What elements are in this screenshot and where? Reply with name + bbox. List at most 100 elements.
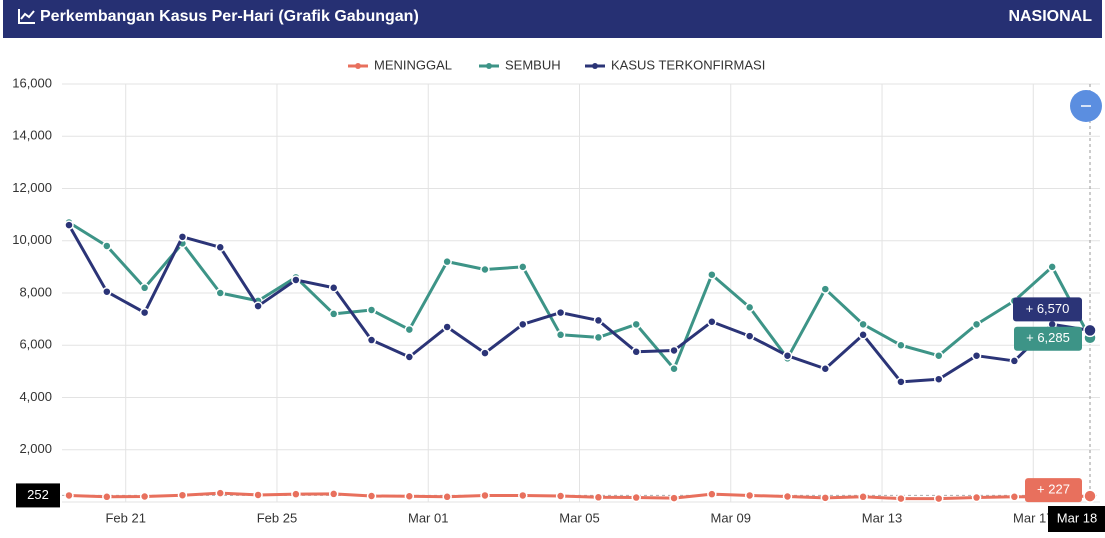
- data-point[interactable]: [858, 330, 868, 340]
- data-point[interactable]: [366, 305, 377, 315]
- data-point[interactable]: [971, 350, 982, 361]
- data-point[interactable]: [707, 316, 717, 327]
- data-point[interactable]: [1009, 492, 1020, 502]
- data-point[interactable]: [820, 493, 831, 503]
- data-point[interactable]: [518, 490, 528, 501]
- data-point[interactable]: [555, 307, 566, 318]
- data-point[interactable]: [744, 331, 755, 341]
- crosshair-y-label: 252: [27, 487, 49, 502]
- data-point[interactable]: [593, 315, 604, 326]
- data-point[interactable]: [782, 350, 793, 361]
- data-point[interactable]: [933, 374, 944, 384]
- data-point[interactable]: [858, 492, 868, 502]
- data-point[interactable]: [442, 492, 452, 502]
- data-point[interactable]: [215, 242, 226, 253]
- legend-label: MENINGGAL: [374, 57, 452, 72]
- data-point[interactable]: [669, 345, 679, 356]
- data-point[interactable]: [102, 241, 112, 251]
- data-point[interactable]: [102, 492, 112, 502]
- data-point[interactable]: [177, 490, 188, 500]
- data-point[interactable]: [442, 256, 452, 267]
- y-tick-label: 2,000: [19, 441, 52, 456]
- data-point[interactable]: [933, 350, 944, 361]
- y-tick-label: 8,000: [19, 284, 52, 299]
- x-tick-label: Mar 09: [711, 510, 751, 525]
- x-tick-label: Mar 05: [559, 510, 599, 525]
- data-point[interactable]: [971, 319, 982, 330]
- data-point[interactable]: [707, 269, 717, 280]
- data-point[interactable]: [139, 491, 150, 502]
- data-point[interactable]: [896, 340, 906, 350]
- y-tick-label: 12,000: [12, 180, 52, 195]
- series-line: [68, 491, 1091, 501]
- data-point[interactable]: [328, 283, 339, 293]
- data-point[interactable]: [669, 364, 679, 374]
- data-point[interactable]: [328, 309, 339, 319]
- data-point[interactable]: [971, 492, 982, 503]
- data-point[interactable]: [518, 262, 528, 272]
- data-point[interactable]: [177, 232, 188, 242]
- data-point[interactable]: [366, 335, 377, 345]
- data-point[interactable]: [631, 347, 641, 357]
- data-point[interactable]: [64, 220, 74, 230]
- x-tick-label: Feb 25: [257, 510, 297, 525]
- data-point[interactable]: [215, 488, 226, 498]
- y-tick-label: 14,000: [12, 128, 52, 143]
- data-point[interactable]: [933, 493, 944, 504]
- data-point[interactable]: [139, 307, 150, 318]
- data-point[interactable]: [518, 319, 528, 330]
- data-point[interactable]: [593, 332, 604, 343]
- data-point[interactable]: [707, 489, 717, 499]
- data-point[interactable]: [139, 283, 150, 293]
- tooltip-box: [1025, 478, 1082, 503]
- data-point[interactable]: [328, 489, 339, 499]
- data-point[interactable]: [480, 264, 490, 275]
- data-point[interactable]: [820, 364, 831, 374]
- data-point[interactable]: [404, 324, 415, 335]
- data-point[interactable]: [404, 491, 415, 502]
- data-point[interactable]: [744, 302, 755, 313]
- data-point[interactable]: [1009, 356, 1020, 366]
- tooltip-label: + 227: [1037, 482, 1070, 497]
- data-point[interactable]: [820, 284, 831, 294]
- data-point[interactable]: [555, 330, 566, 340]
- data-point[interactable]: [896, 493, 906, 504]
- data-point[interactable]: [215, 288, 226, 298]
- data-point[interactable]: [366, 491, 377, 501]
- data-point[interactable]: [858, 319, 868, 330]
- y-tick-label: 16,000: [12, 75, 52, 90]
- legend-label: SEMBUH: [505, 57, 561, 72]
- data-point[interactable]: [480, 490, 490, 501]
- data-point[interactable]: [102, 286, 112, 297]
- data-point[interactable]: [442, 322, 452, 332]
- data-point[interactable]: [631, 492, 641, 503]
- data-point[interactable]: [1083, 323, 1097, 338]
- data-point[interactable]: [253, 490, 263, 500]
- data-point[interactable]: [1047, 262, 1057, 272]
- data-point[interactable]: [593, 492, 604, 503]
- data-point[interactable]: [744, 490, 755, 501]
- data-point[interactable]: [555, 491, 566, 501]
- data-point[interactable]: [291, 489, 301, 499]
- data-point[interactable]: [669, 493, 679, 503]
- region-label: NASIONAL: [1008, 8, 1092, 25]
- crosshair-y-box: [16, 483, 60, 508]
- series-line: [68, 221, 1092, 371]
- data-point[interactable]: [64, 490, 74, 501]
- x-tick-label: Mar 18: [1057, 510, 1097, 525]
- data-point[interactable]: [782, 491, 793, 502]
- data-point[interactable]: [404, 352, 415, 362]
- data-point[interactable]: [896, 377, 906, 387]
- series-line: [67, 224, 1091, 384]
- x-tick-label: Mar 17: [1013, 510, 1053, 525]
- legend-label: KASUS TERKONFIRMASI: [611, 57, 765, 72]
- data-point[interactable]: [253, 301, 263, 311]
- data-point[interactable]: [1083, 489, 1097, 503]
- data-point[interactable]: [631, 319, 641, 330]
- data-point[interactable]: [291, 275, 301, 285]
- tooltip-label: + 6,285: [1026, 330, 1070, 345]
- data-point[interactable]: [480, 348, 490, 358]
- legend-swatch-dot: [592, 63, 598, 69]
- legend-swatch-dot: [355, 63, 361, 69]
